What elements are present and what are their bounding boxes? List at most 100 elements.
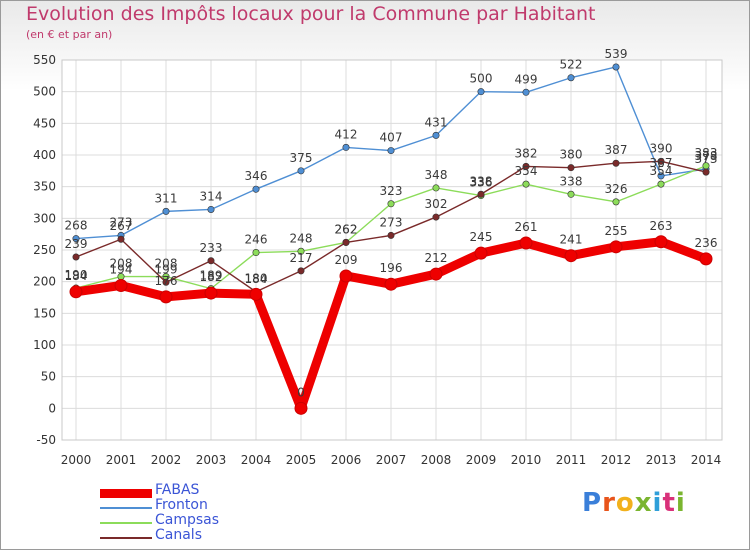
data-label-fabas: 236 bbox=[695, 236, 718, 250]
data-point-canals bbox=[162, 278, 170, 286]
data-label-fronton: 500 bbox=[470, 72, 493, 86]
data-point-fronton bbox=[612, 63, 620, 71]
data-point-canals bbox=[432, 213, 440, 221]
data-point-fronton bbox=[342, 143, 350, 151]
plot-border bbox=[61, 59, 723, 441]
data-label-campsas: 326 bbox=[605, 182, 628, 196]
data-label-canals: 239 bbox=[65, 237, 88, 251]
data-label-fronton: 431 bbox=[425, 115, 448, 129]
data-point-fabas bbox=[249, 287, 263, 301]
data-label-fabas: 241 bbox=[560, 233, 583, 247]
data-point-campsas bbox=[612, 198, 620, 206]
data-label-canals: 382 bbox=[515, 146, 538, 160]
data-label-fabas: 180 bbox=[245, 271, 268, 285]
x-tick-label: 2009 bbox=[466, 453, 497, 467]
y-tick-label: 350 bbox=[33, 180, 56, 194]
data-label-fabas: 212 bbox=[425, 251, 448, 265]
data-label-canals: 233 bbox=[200, 241, 223, 255]
proxiti-logo: Proxiti bbox=[582, 488, 686, 518]
data-point-fabas bbox=[654, 235, 668, 249]
data-label-campsas: 354 bbox=[515, 164, 538, 178]
data-point-canals bbox=[72, 253, 80, 261]
data-point-fronton bbox=[297, 167, 305, 175]
data-point-fabas bbox=[429, 267, 443, 281]
data-label-campsas: 383 bbox=[695, 146, 718, 160]
data-point-fronton bbox=[207, 205, 215, 213]
legend-swatch bbox=[100, 537, 152, 539]
data-point-fabas bbox=[69, 285, 83, 299]
data-label-fronton: 407 bbox=[380, 131, 403, 145]
data-label-fabas: 184 bbox=[65, 269, 88, 283]
data-point-canals bbox=[207, 257, 215, 265]
logo-letter: t bbox=[662, 488, 676, 518]
data-label-canals: 380 bbox=[560, 148, 583, 162]
data-label-campsas: 338 bbox=[560, 174, 583, 188]
data-point-fronton bbox=[162, 207, 170, 215]
x-tick-label: 2001 bbox=[106, 453, 137, 467]
data-label-fabas: 255 bbox=[605, 224, 628, 238]
data-label-campsas: 323 bbox=[380, 184, 403, 198]
data-label-campsas: 189 bbox=[200, 269, 223, 283]
data-point-fabas bbox=[609, 240, 623, 254]
data-label-fronton: 539 bbox=[605, 47, 628, 61]
data-label-fabas: 245 bbox=[470, 230, 493, 244]
data-point-fronton bbox=[657, 172, 665, 180]
data-point-canals bbox=[477, 190, 485, 198]
data-point-fronton bbox=[432, 131, 440, 139]
y-tick-label: 400 bbox=[33, 148, 56, 162]
data-label-campsas: 208 bbox=[110, 257, 133, 271]
x-tick-label: 2011 bbox=[556, 453, 587, 467]
data-point-campsas bbox=[522, 180, 530, 188]
data-label-canals: 390 bbox=[650, 141, 673, 155]
logo-letter: i bbox=[675, 488, 686, 518]
data-label-fronton: 346 bbox=[245, 169, 268, 183]
data-label-fabas: 176 bbox=[155, 274, 178, 288]
y-tick-label: 250 bbox=[33, 243, 56, 257]
data-point-fabas bbox=[519, 236, 533, 250]
data-label-canals: 262 bbox=[335, 222, 358, 236]
data-label-fronton: 273 bbox=[110, 215, 133, 229]
logo-letter: r bbox=[602, 488, 616, 518]
legend-label: Canals bbox=[155, 527, 202, 543]
chart-title: Evolution des Impôts locaux pour la Comm… bbox=[26, 3, 596, 25]
data-label-campsas: 348 bbox=[425, 168, 448, 182]
data-label-fabas: 209 bbox=[335, 253, 358, 267]
x-tick-label: 2014 bbox=[691, 453, 722, 467]
data-point-canals bbox=[297, 267, 305, 275]
data-label-fronton: 412 bbox=[335, 127, 358, 141]
data-point-campsas bbox=[252, 249, 260, 257]
data-label-fabas: 0 bbox=[297, 385, 305, 399]
y-tick-label: 50 bbox=[41, 370, 56, 384]
logo-letter: o bbox=[615, 488, 635, 518]
data-label-fronton: 314 bbox=[200, 189, 223, 203]
data-label-canals: 273 bbox=[380, 215, 403, 229]
data-point-fronton bbox=[252, 185, 260, 193]
chart-subtitle: (en € et par an) bbox=[26, 28, 113, 41]
data-label-fabas: 261 bbox=[515, 220, 538, 234]
data-label-canals: 302 bbox=[425, 197, 448, 211]
y-tick-label: 200 bbox=[33, 275, 56, 289]
legend-swatch bbox=[100, 522, 152, 524]
x-tick-label: 2008 bbox=[421, 453, 452, 467]
data-point-fronton bbox=[477, 88, 485, 96]
data-label-campsas: 248 bbox=[290, 231, 313, 245]
data-point-canals bbox=[522, 162, 530, 170]
data-label-fronton: 311 bbox=[155, 191, 178, 205]
x-tick-label: 2012 bbox=[601, 453, 632, 467]
data-point-fabas bbox=[474, 246, 488, 260]
data-point-canals bbox=[612, 159, 620, 167]
x-tick-label: 2010 bbox=[511, 453, 542, 467]
data-label-canals: 199 bbox=[155, 262, 178, 276]
data-label-campsas: 246 bbox=[245, 233, 268, 247]
data-label-canals: 184 bbox=[245, 272, 268, 286]
data-label-fabas: 196 bbox=[380, 261, 403, 275]
data-point-fabas bbox=[339, 269, 353, 283]
data-point-canals bbox=[387, 231, 395, 239]
data-label-campsas: 354 bbox=[650, 164, 673, 178]
data-label-canals: 373 bbox=[695, 152, 718, 166]
data-label-campsas: 190 bbox=[65, 268, 88, 282]
y-tick-label: 150 bbox=[33, 306, 56, 320]
data-label-fronton: 367 bbox=[650, 156, 673, 170]
data-point-fabas bbox=[384, 277, 398, 291]
